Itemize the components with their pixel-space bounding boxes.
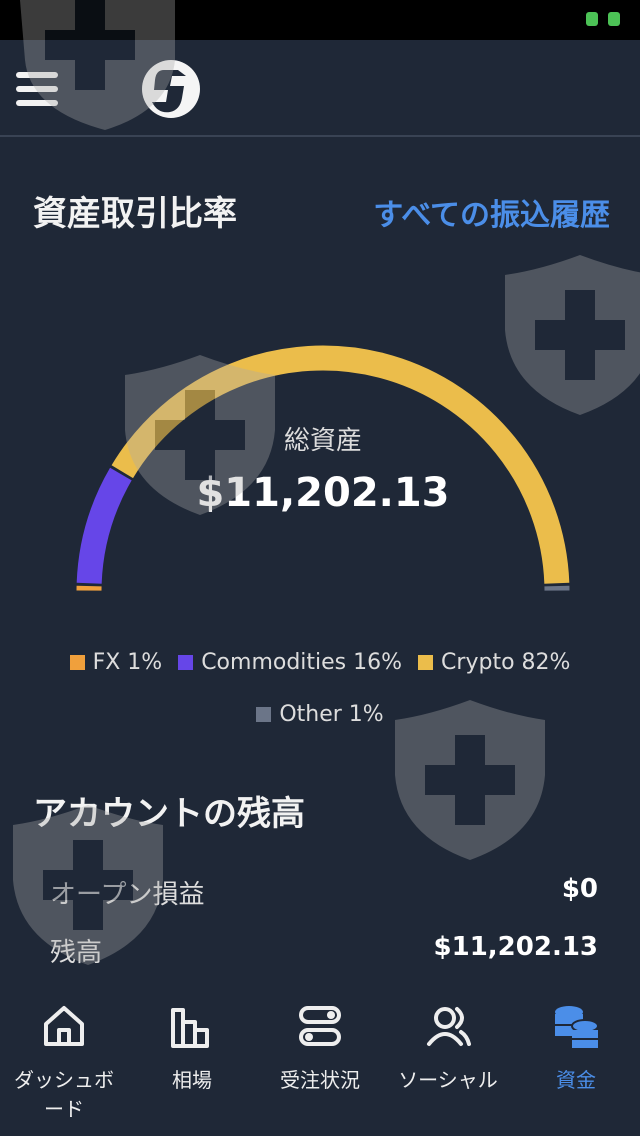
- status-bar: [0, 0, 640, 40]
- legend-commodities: Commodities 16%: [178, 650, 402, 675]
- tab-funds[interactable]: 資金: [512, 988, 640, 1136]
- tab-dashboard[interactable]: ダッシュボード: [0, 988, 128, 1136]
- app-header: [0, 40, 640, 137]
- total-assets-value: $11,202.13: [196, 470, 450, 516]
- tab-market[interactable]: 相場: [128, 988, 256, 1136]
- gauge-segment-crypto: [111, 345, 570, 584]
- bottom-nav: ダッシュボード 相場 受注状況 ソーシャル 資金: [0, 988, 640, 1136]
- open-pnl-row: オープン損益 $0: [50, 874, 598, 910]
- toggles-icon: [299, 1006, 341, 1046]
- tab-social[interactable]: ソーシャル: [384, 988, 512, 1136]
- asset-gauge-chart: [76, 345, 570, 591]
- hamburger-icon[interactable]: [16, 72, 58, 106]
- users-icon: [427, 1007, 471, 1046]
- logo-icon[interactable]: [140, 58, 202, 120]
- tab-orders[interactable]: 受注状況: [256, 988, 384, 1136]
- balance-row: 残高 $11,202.13: [50, 932, 598, 968]
- legend-row-1: FX 1% Commodities 16% Crypto 82%: [40, 650, 600, 675]
- all-transfer-history-link[interactable]: すべての振込履歴: [373, 198, 610, 233]
- gauge-segment-commodities: [76, 467, 132, 584]
- coins-icon: [555, 1006, 599, 1048]
- home-icon: [44, 1006, 84, 1046]
- legend-row-2: Other 1%: [40, 702, 600, 727]
- legend-fx: FX 1%: [69, 650, 162, 675]
- section-title-account-balance: アカウントの残高: [33, 794, 305, 834]
- battery-icon: [586, 12, 620, 26]
- legend-other: Other 1%: [256, 702, 384, 727]
- bar-chart-icon: [171, 1008, 209, 1048]
- total-assets-label: 総資産: [283, 426, 362, 456]
- legend-crypto: Crypto 82%: [418, 650, 570, 675]
- section-title-asset-ratio: 資産取引比率: [33, 194, 237, 234]
